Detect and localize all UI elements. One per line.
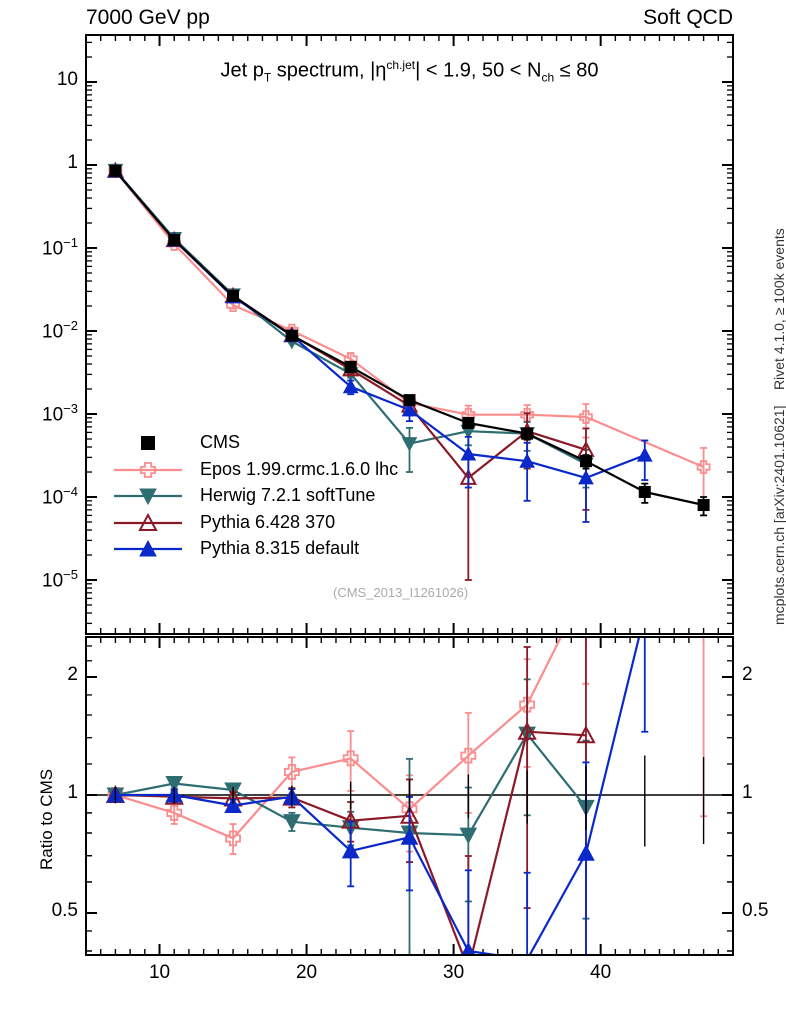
legend-swatch-0 [141, 436, 155, 450]
main-ytick-4: 10−3 [42, 401, 78, 426]
series-epos-1-99-crmc-1-6-0-lhc-ratio [107, 638, 708, 855]
xtick-0: 10 [148, 962, 171, 983]
main-ytick-6: 10−5 [42, 567, 78, 592]
title-sub-t: T [263, 70, 272, 85]
ratio-ytick-1: 1 [67, 782, 78, 803]
title-sup: ch.jet [386, 58, 416, 72]
header-left-beam: 7000 GeV pp [86, 6, 210, 29]
analysis-id-watermark: (CMS_2013_I1261026) [333, 585, 469, 600]
legend-swatch-1 [114, 461, 182, 478]
legend-swatch-4 [114, 539, 182, 557]
main-ytick-1: 1 [67, 152, 78, 173]
main-ytick-5: 10−4 [42, 484, 78, 509]
ratio-ytick-0: 2 [67, 664, 78, 685]
ratio-ytick-right-2: 0.5 [742, 900, 769, 921]
legend-swatch-2 [114, 488, 182, 506]
series-cms-main [109, 164, 710, 517]
ratio-ytick-right-1: 1 [742, 782, 753, 803]
title-mid: spectrum, |η [271, 59, 387, 82]
legend-label-3: Pythia 6.428 370 [200, 511, 336, 532]
legend-label-0: CMS [200, 432, 240, 452]
legend-label-2: Herwig 7.2.1 softTune [200, 485, 376, 505]
plot-title: Jet pT spectrum, |ηch.jet| < 1.9, 50 < N… [86, 58, 733, 85]
title-mid2: | < 1.9, 50 < N [415, 59, 542, 82]
main-ytick-0: 10 [56, 69, 78, 90]
legend-swatch-3 [114, 512, 182, 531]
xtick-2: 30 [443, 962, 465, 983]
title-sub-ch: ch [541, 70, 555, 85]
xtick-1: 20 [295, 962, 318, 983]
main-ytick-2: 10−1 [42, 235, 78, 260]
ratio-ytick-2: 0.5 [51, 900, 78, 921]
main-ytick-3: 10−2 [42, 318, 78, 343]
series-pythia-8-315-default-ratio [106, 638, 649, 954]
ratio-ytick-right-0: 2 [742, 664, 753, 685]
legend-label-1: Epos 1.99.crmc.1.6.0 lhc [200, 458, 399, 479]
series-cms-ratio [114, 755, 705, 847]
header-right-category: Soft QCD [643, 6, 733, 29]
title-prefix: Jet p [220, 59, 264, 82]
legend-label-4: Pythia 8.315 default [200, 538, 360, 558]
xtick-3: 40 [590, 962, 612, 983]
series-pythia-6-428-370-ratio [105, 638, 596, 954]
title-suffix: ≤ 80 [554, 59, 599, 82]
